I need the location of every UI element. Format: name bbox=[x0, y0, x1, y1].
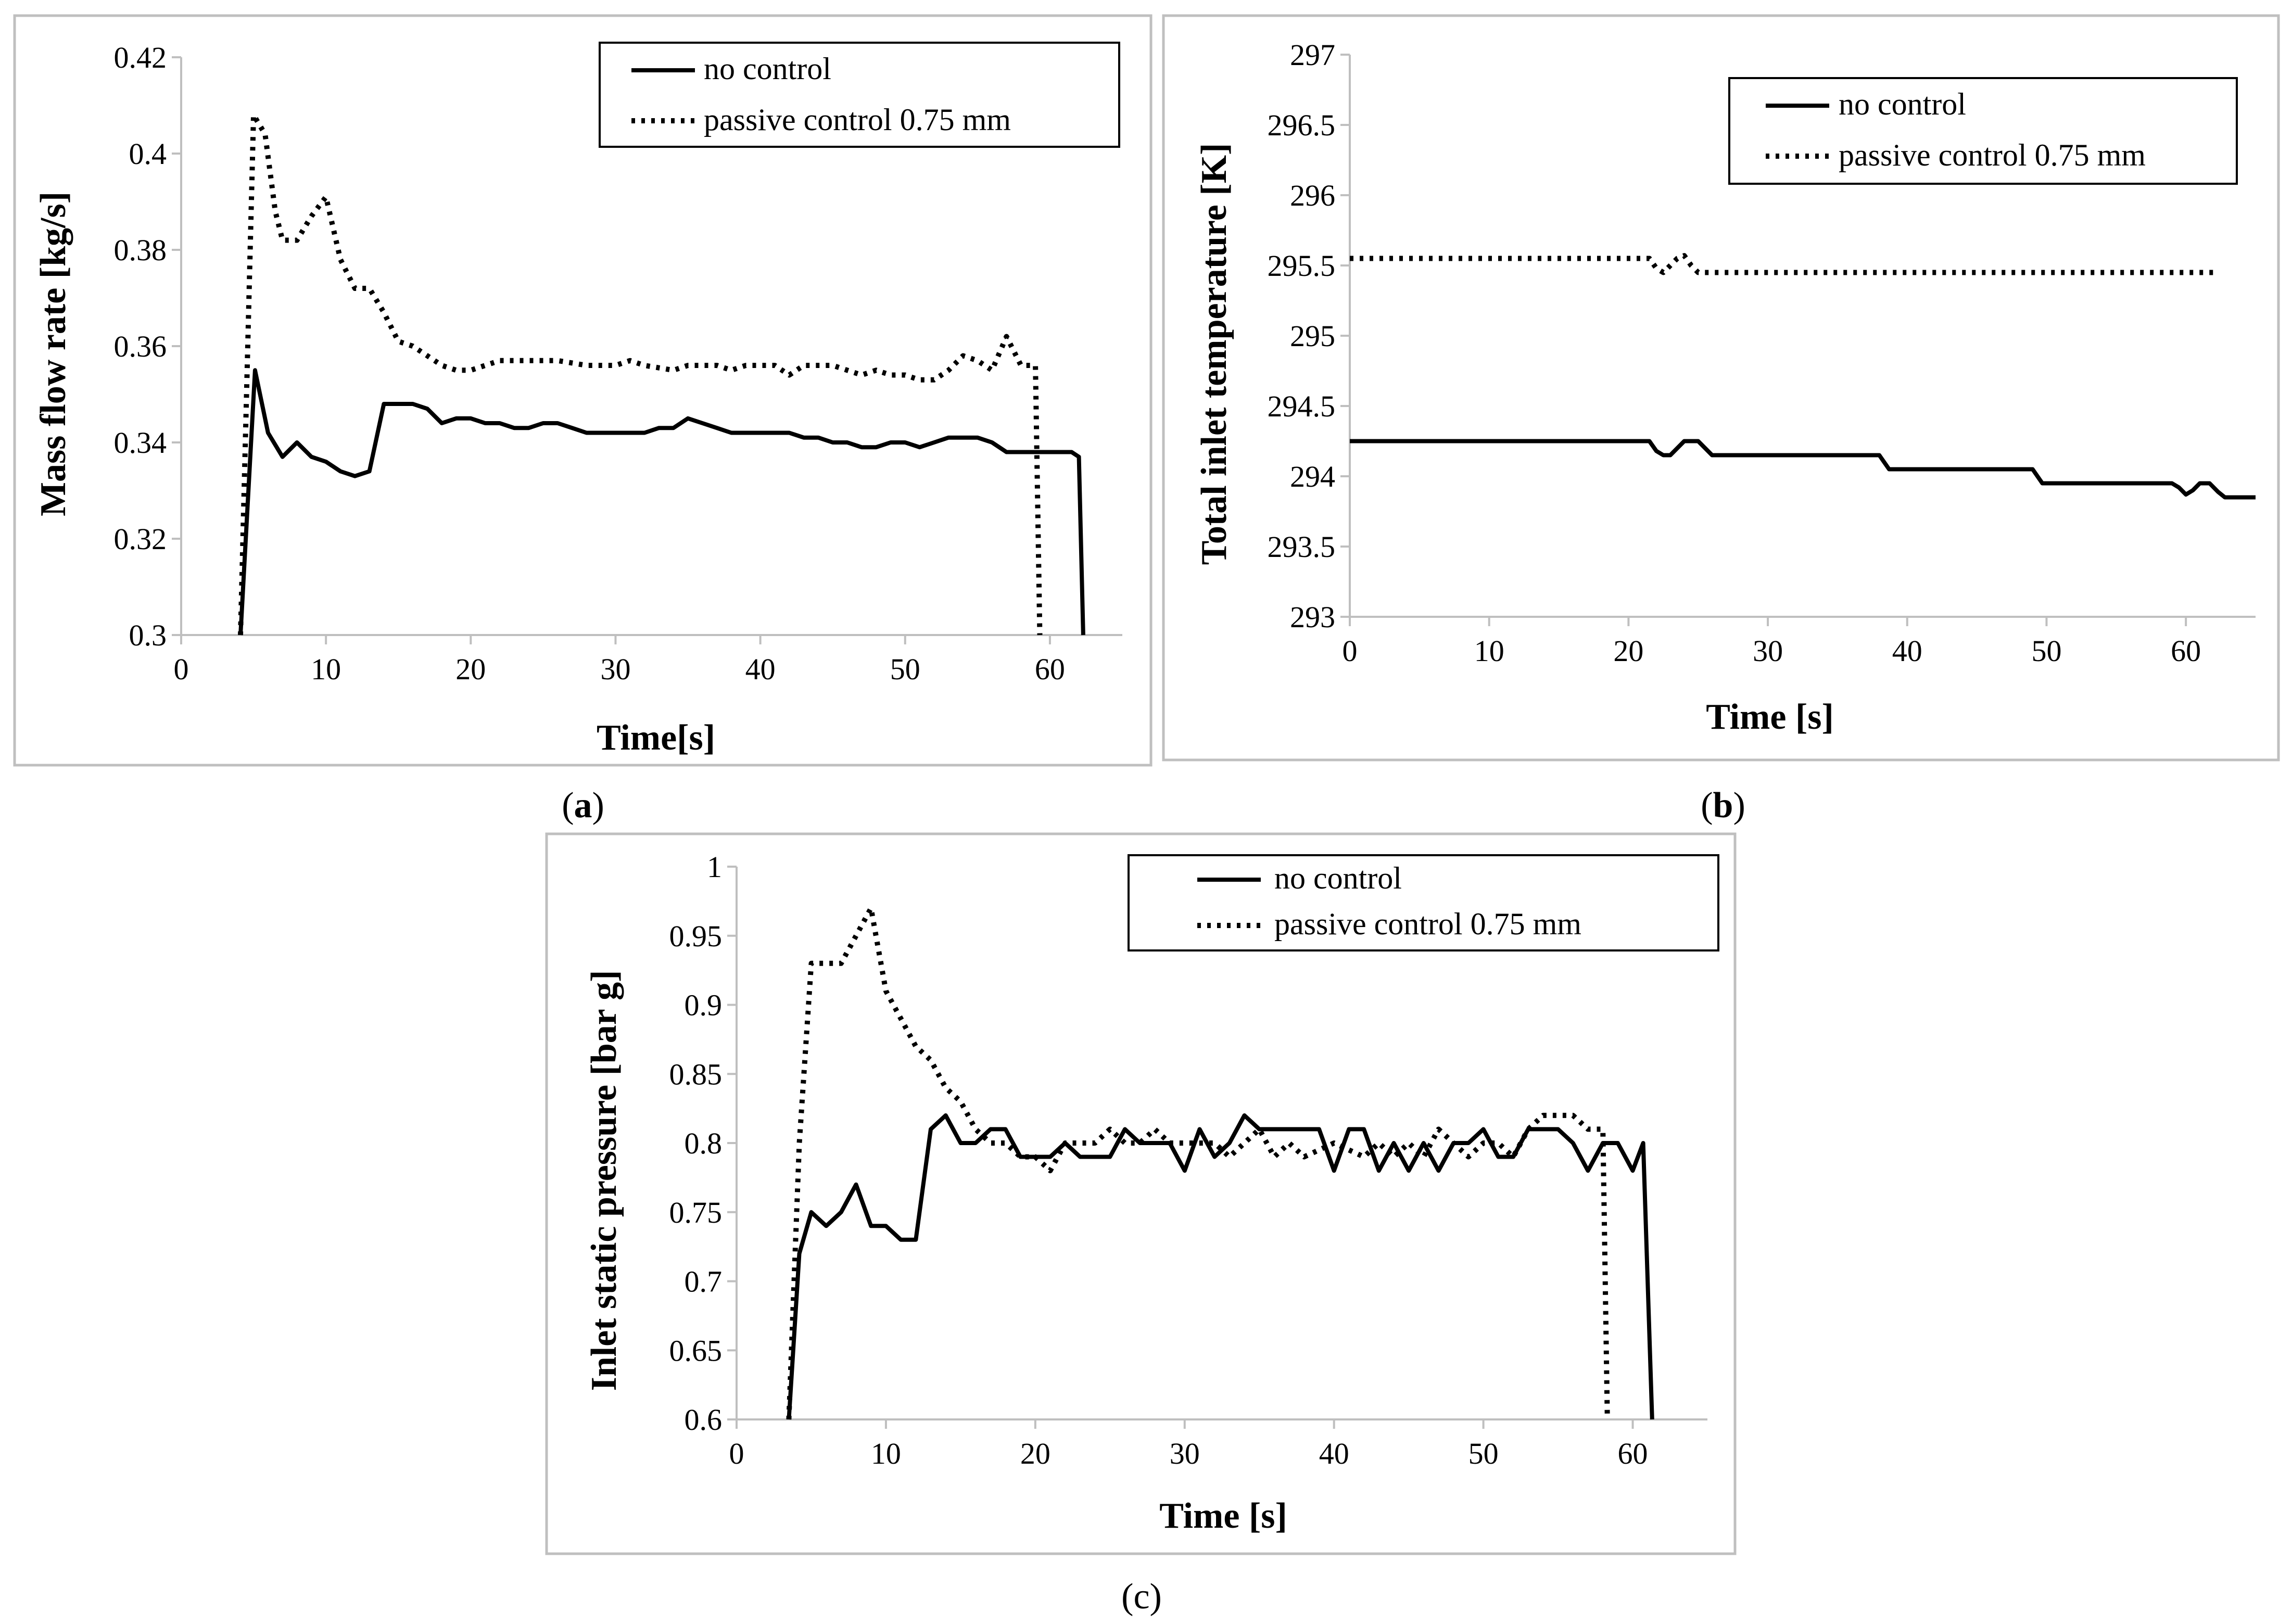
y-tick-label-b: 294.5 bbox=[1268, 389, 1336, 423]
series-line-c-no-control bbox=[787, 1113, 1654, 1420]
series-line-b-no-control bbox=[1350, 439, 2256, 500]
panel-label-a-open: ( bbox=[562, 785, 574, 826]
x-tick-label-a: 60 bbox=[1035, 652, 1065, 686]
y-tick-label-c: 0.85 bbox=[669, 1057, 723, 1091]
x-tick-label-a: 50 bbox=[890, 652, 920, 686]
y-tick-label-b: 297 bbox=[1290, 38, 1335, 72]
legend-c-box bbox=[1128, 854, 1719, 951]
panel-b: 293 293.5 294 294.5 295 295.5 296 296.5 297 0 10 20… bbox=[1162, 14, 2280, 762]
x-tick-label-b: 60 bbox=[2171, 634, 2201, 668]
x-tick-label-a: 0 bbox=[174, 652, 189, 686]
y-tick-label-c: 0.6 bbox=[685, 1403, 723, 1437]
legend-b-no-control-label: no control bbox=[1839, 87, 1966, 121]
legend-c: no control passive control 0.75 mm bbox=[1128, 854, 1719, 951]
series-line-b-passive-control bbox=[1350, 253, 2214, 275]
y-tick-label-a: 0.38 bbox=[114, 233, 167, 267]
x-tick-label-c: 0 bbox=[729, 1437, 744, 1470]
panel-a: 0.30.320.340.360.380.40.420 10 20 30 40 50 60 … bbox=[13, 14, 1153, 767]
x-tick-label-a: 30 bbox=[600, 652, 630, 686]
plot-a: 0.3 0.32 0.34 0.36 0.38 0.4 0.42 0 10 20 30 40 50 60 bbox=[114, 41, 1122, 686]
x-tick-label-a: 40 bbox=[745, 652, 776, 686]
x-tick-label-c: 10 bbox=[871, 1437, 901, 1470]
panel-label-b: (b) bbox=[1701, 785, 1745, 826]
y-tick-label-a: 0.34 bbox=[114, 426, 167, 460]
x-tick-label-b: 10 bbox=[1474, 634, 1504, 668]
y-tick-label-b: 295.5 bbox=[1268, 249, 1336, 283]
y-tick-label-a: 0.32 bbox=[114, 522, 167, 556]
panel-label-b-close: ) bbox=[1733, 785, 1745, 826]
panel-label-c-open: ( bbox=[1121, 1577, 1133, 1617]
y-tick-label-c: 0.9 bbox=[685, 988, 723, 1022]
y-tick-label-b: 294 bbox=[1290, 460, 1335, 493]
panel-label-c-letter: c bbox=[1133, 1577, 1149, 1617]
legend-c-passive-label: passive control 0.75 mm bbox=[1274, 907, 1581, 941]
y-tick-label-a: 0.36 bbox=[114, 329, 167, 363]
panel-label-a-letter: a bbox=[574, 785, 592, 826]
panel-a-xlabel: Time[s] bbox=[597, 718, 715, 758]
x-tick-label-b: 50 bbox=[2031, 634, 2061, 668]
y-tick-label-c: 0.65 bbox=[669, 1334, 723, 1367]
panel-c-xlabel: Time [s] bbox=[1159, 1496, 1287, 1536]
panel-b-ylabel: Total inlet temperature [K] bbox=[1194, 143, 1234, 565]
y-tick-label-b: 296.5 bbox=[1268, 108, 1336, 142]
panel-label-c-close: ) bbox=[1150, 1577, 1162, 1617]
y-tick-label-c: 0.95 bbox=[669, 919, 723, 953]
y-tick-label-c: 0.8 bbox=[685, 1126, 723, 1160]
panel-a-ylabel: Mass flow rate [kg/s] bbox=[33, 192, 73, 516]
legend-a-passive-label: passive control 0.75 mm bbox=[704, 103, 1011, 137]
legend-a: no control passive control 0.75 mm bbox=[599, 42, 1120, 148]
y-tick-label-a: 0.42 bbox=[114, 41, 167, 74]
legend-b-passive-label: passive control 0.75 mm bbox=[1839, 138, 2146, 172]
x-tick-label-b: 20 bbox=[1613, 634, 1643, 668]
legend-c-no-control-label: no control bbox=[1274, 861, 1402, 895]
y-tick-label-b: 295 bbox=[1290, 319, 1335, 353]
series-line-c-passive-control bbox=[786, 905, 1610, 1420]
y-tick-label-b: 293.5 bbox=[1268, 530, 1336, 564]
series-line-a-passive-control bbox=[238, 112, 1043, 636]
x-tick-label-c: 40 bbox=[1319, 1437, 1349, 1470]
y-tick-label-b: 293 bbox=[1290, 600, 1335, 634]
y-tick-label-b: 296 bbox=[1290, 179, 1335, 212]
y-tick-label-a: 0.4 bbox=[129, 137, 167, 171]
panel-c-ylabel: Inlet static pressure [bar g] bbox=[584, 970, 624, 1391]
y-tick-label-a: 0.3 bbox=[129, 618, 167, 652]
x-tick-label-c: 50 bbox=[1468, 1437, 1499, 1470]
x-tick-label-b: 0 bbox=[1343, 634, 1358, 668]
y-tick-label-c: 0.75 bbox=[669, 1196, 723, 1229]
panel-label-a-close: ) bbox=[592, 785, 604, 826]
panel-label-b-letter: b bbox=[1713, 785, 1733, 826]
y-tick-label-c: 1 bbox=[707, 850, 722, 884]
x-tick-label-c: 20 bbox=[1020, 1437, 1050, 1470]
x-tick-label-c: 60 bbox=[1618, 1437, 1648, 1470]
x-tick-label-c: 30 bbox=[1170, 1437, 1200, 1470]
panel-label-a: (a) bbox=[562, 785, 604, 826]
legend-b: no control passive control 0.75 mm bbox=[1728, 77, 2238, 185]
legend-a-no-control-label: no control bbox=[704, 52, 831, 86]
legend-a-box bbox=[599, 42, 1120, 148]
plot-b: 293 293.5 294 294.5 295 295.5 296 296.5 297 0 10 20… bbox=[1268, 38, 2256, 668]
legend-b-box bbox=[1728, 77, 2238, 185]
x-tick-label-b: 40 bbox=[1892, 634, 1922, 668]
x-tick-label-a: 20 bbox=[455, 652, 486, 686]
panel-b-xlabel: Time [s] bbox=[1706, 697, 1834, 737]
panel-c-frame bbox=[545, 832, 1737, 1555]
x-tick-label-b: 30 bbox=[1753, 634, 1783, 668]
panel-label-b-open: ( bbox=[1701, 785, 1713, 826]
panel-label-c: (c) bbox=[1121, 1577, 1162, 1617]
series-line-a-no-control bbox=[238, 368, 1085, 636]
x-tick-label-a: 10 bbox=[311, 652, 341, 686]
y-tick-label-c: 0.7 bbox=[685, 1265, 723, 1299]
